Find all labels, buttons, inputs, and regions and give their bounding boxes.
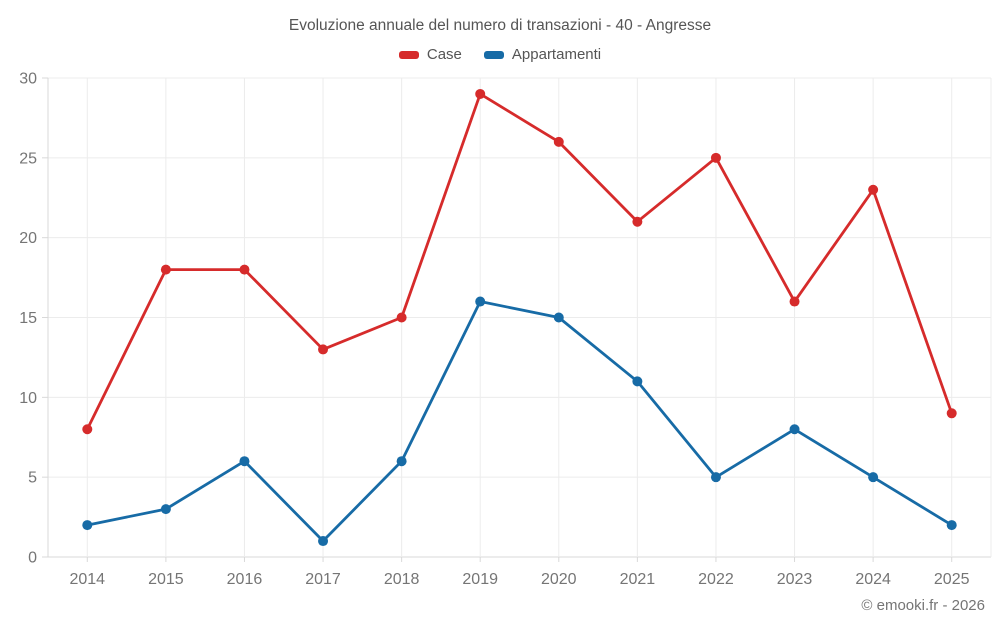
case-series-swatch-icon — [398, 50, 419, 59]
svg-text:5: 5 — [28, 470, 37, 487]
svg-text:0: 0 — [28, 550, 37, 567]
svg-text:2016: 2016 — [227, 571, 263, 588]
svg-text:2022: 2022 — [698, 571, 734, 588]
svg-text:2023: 2023 — [777, 571, 813, 588]
svg-text:10: 10 — [19, 390, 37, 407]
svg-text:25: 25 — [19, 150, 37, 167]
legend-label-appartamenti: Appartamenti — [511, 46, 602, 63]
svg-text:2020: 2020 — [541, 571, 577, 588]
svg-text:30: 30 — [19, 71, 37, 88]
chart-title: Evoluzione annuale del numero di transaz… — [288, 17, 712, 34]
legend-label-case: Case — [426, 46, 462, 63]
svg-text:15: 15 — [19, 310, 37, 327]
svg-text:2021: 2021 — [620, 571, 656, 588]
svg-text:2014: 2014 — [69, 571, 105, 588]
svg-text:2017: 2017 — [305, 571, 341, 588]
chart-legend: Case Appartamenti — [0, 46, 1000, 63]
svg-text:20: 20 — [19, 230, 37, 247]
svg-text:2019: 2019 — [462, 571, 498, 588]
svg-text:2018: 2018 — [384, 571, 420, 588]
legend-item-appartamenti[interactable]: Appartamenti — [483, 46, 602, 63]
svg-text:2015: 2015 — [148, 571, 184, 588]
svg-text:2024: 2024 — [855, 571, 891, 588]
svg-text:2025: 2025 — [934, 571, 970, 588]
legend-item-case[interactable]: Case — [398, 46, 462, 63]
footer-credit: © emooki.fr - 2026 — [861, 597, 985, 614]
appartamenti-series-swatch-icon — [483, 50, 504, 59]
